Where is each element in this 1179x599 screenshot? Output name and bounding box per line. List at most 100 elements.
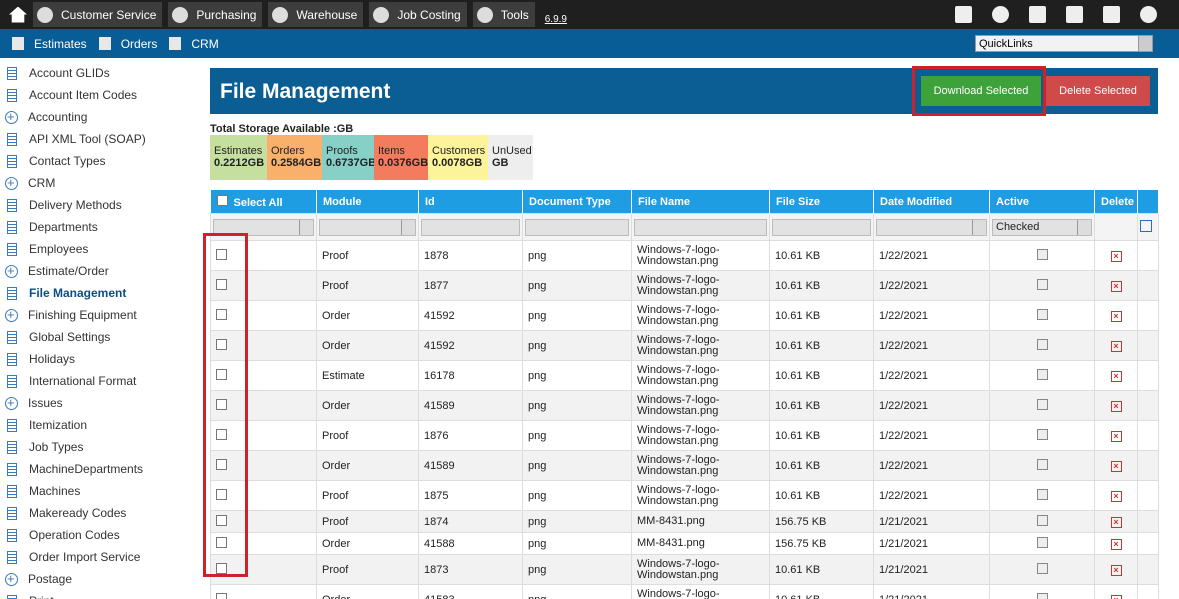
sidebar-item[interactable]: Estimate/Order [0, 260, 200, 282]
sidebar-item[interactable]: Itemization [0, 414, 200, 436]
subnav-item[interactable]: CRM [169, 37, 219, 51]
column-header[interactable]: File Name [631, 190, 770, 214]
delete-icon[interactable]: × [1110, 310, 1122, 322]
delete-icon[interactable]: × [1110, 250, 1122, 262]
checkbox[interactable] [216, 458, 227, 470]
sidebar-item[interactable]: Delivery Methods [0, 194, 200, 216]
sidebar-item[interactable]: Holidays [0, 348, 200, 370]
delete-icon[interactable]: × [1110, 538, 1122, 550]
sidebar-item[interactable]: Issues [0, 392, 200, 414]
quicklinks-select[interactable]: QuickLinks [975, 35, 1153, 52]
quicklinks-text: QuickLinks [979, 38, 1033, 50]
checkbox[interactable] [216, 194, 228, 206]
filter-input[interactable] [319, 218, 416, 236]
checkbox[interactable] [216, 368, 227, 380]
cell: Order [316, 532, 419, 555]
tool-icon[interactable] [1140, 6, 1157, 23]
delete-icon[interactable]: × [1110, 460, 1122, 472]
nav-item[interactable]: Customer Service [33, 2, 163, 27]
sidebar-item[interactable]: MachineDepartments [0, 458, 200, 480]
sidebar-item[interactable]: CRM [0, 172, 200, 194]
checkbox[interactable] [216, 398, 227, 410]
storage-name: Orders [271, 145, 305, 157]
sidebar-item[interactable]: Contact Types [0, 150, 200, 172]
sidebar-item[interactable]: Employees [0, 238, 200, 260]
sidebar-item[interactable]: Makeready Codes [0, 502, 200, 524]
delete-button[interactable]: Delete Selected [1046, 76, 1150, 106]
sidebar-item[interactable]: File Management [0, 282, 200, 304]
sidebar-item[interactable]: Job Types [0, 436, 200, 458]
filter-input[interactable] [634, 218, 767, 236]
sidebar-item[interactable]: Order Import Service [0, 546, 200, 568]
sidebar-item[interactable]: API XML Tool (SOAP) [0, 128, 200, 150]
delete-icon[interactable]: × [1110, 564, 1122, 576]
column-header[interactable]: Date Modified [873, 190, 990, 214]
sidebar-item[interactable]: Operation Codes [0, 524, 200, 546]
home-icon[interactable] [9, 6, 27, 23]
tool-icon[interactable] [1103, 6, 1120, 23]
sidebar-item[interactable]: Print [0, 590, 200, 599]
checkbox[interactable] [216, 592, 227, 599]
sidebar-item[interactable]: Global Settings [0, 326, 200, 348]
refresh-icon[interactable] [1140, 219, 1152, 232]
delete-icon[interactable]: × [1110, 490, 1122, 502]
checkbox[interactable] [216, 514, 227, 526]
column-header[interactable]: Document Type [522, 190, 632, 214]
column-header[interactable]: Module [316, 190, 419, 214]
filter-input[interactable] [421, 218, 520, 236]
column-header[interactable]: Delete [1094, 190, 1138, 214]
sidebar-text: File Management [29, 286, 127, 300]
delete-icon[interactable]: × [1110, 516, 1122, 528]
sidebar-item[interactable]: Accounting [0, 106, 200, 128]
delete-icon[interactable]: × [1110, 594, 1122, 599]
header-text: Module [323, 195, 362, 208]
column-header[interactable]: Id [418, 190, 523, 214]
download-button[interactable]: Download Selected [921, 76, 1041, 106]
checkbox[interactable] [216, 308, 227, 320]
sidebar-item[interactable]: Postage [0, 568, 200, 590]
checkbox[interactable] [216, 428, 227, 440]
checkbox[interactable] [216, 562, 227, 574]
sidebar-item[interactable]: Account Item Codes [0, 84, 200, 106]
filter-cell [316, 213, 419, 241]
filter-input[interactable]: Checked [992, 218, 1092, 236]
checkbox[interactable] [216, 536, 227, 548]
column-header[interactable]: Active [989, 190, 1095, 214]
tool-icon[interactable] [1029, 6, 1046, 23]
nav-text: Purchasing [196, 7, 257, 22]
nav-item[interactable]: Job Costing [369, 2, 467, 27]
checkbox[interactable] [216, 278, 227, 290]
subnav-item[interactable]: Estimates [12, 37, 87, 51]
cell: 10.61 KB [769, 554, 874, 585]
filter-input[interactable] [525, 218, 629, 236]
sidebar-item[interactable]: International Format [0, 370, 200, 392]
sidebar-item[interactable]: Finishing Equipment [0, 304, 200, 326]
sidebar-item[interactable]: Machines [0, 480, 200, 502]
cell: png [522, 300, 632, 331]
tool-icon[interactable] [955, 6, 972, 23]
tool-icon[interactable] [992, 6, 1009, 23]
delete-icon[interactable]: × [1110, 340, 1122, 352]
checkbox[interactable] [216, 248, 227, 260]
tool-icon[interactable] [1066, 6, 1083, 23]
column-header[interactable]: Select All [210, 190, 317, 214]
delete-icon[interactable]: × [1110, 370, 1122, 382]
checkbox[interactable] [216, 488, 227, 500]
nav-item[interactable]: Purchasing [168, 2, 263, 27]
subnav-item[interactable]: Orders [98, 37, 157, 51]
filter-input[interactable] [213, 218, 314, 236]
delete-icon[interactable]: × [1110, 280, 1122, 292]
filter-input[interactable] [772, 218, 871, 236]
nav-item[interactable]: Warehouse [268, 2, 364, 27]
delete-icon[interactable]: × [1110, 430, 1122, 442]
column-header[interactable]: File Size [769, 190, 874, 214]
nav-item[interactable]: Tools [472, 2, 535, 27]
storage-value: 0.2212GB [214, 157, 265, 169]
filter-input[interactable] [876, 218, 987, 236]
checkbox[interactable] [216, 338, 227, 350]
data-row: Order 41592 png Windows-7-logo-Windowstan.p… [210, 330, 1159, 361]
sidebar-item[interactable]: Account GLIDs [0, 62, 200, 84]
delete-icon[interactable]: × [1110, 400, 1122, 412]
select-cell [210, 270, 317, 301]
sidebar-item[interactable]: Departments [0, 216, 200, 238]
